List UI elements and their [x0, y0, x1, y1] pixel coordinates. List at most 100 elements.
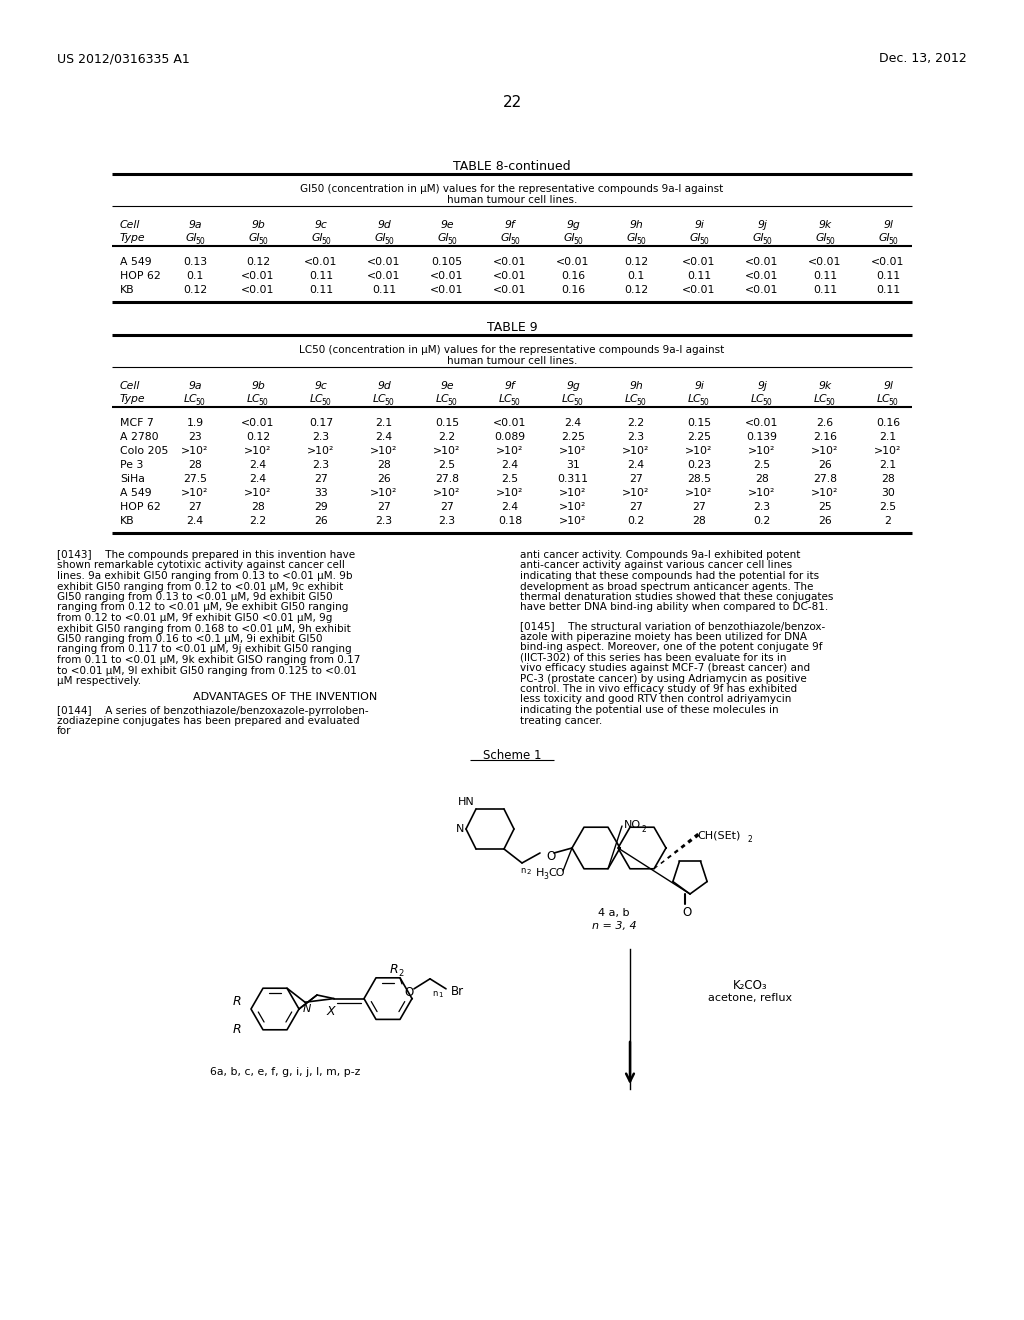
- Text: 9d: 9d: [377, 381, 391, 391]
- Text: 2.5: 2.5: [502, 474, 518, 484]
- Text: <0.01: <0.01: [682, 257, 716, 267]
- Text: 50: 50: [699, 238, 709, 246]
- Text: n: n: [432, 989, 437, 998]
- Text: 50: 50: [447, 399, 457, 407]
- Text: GI: GI: [437, 234, 449, 243]
- Text: [0143]  The compounds prepared in this invention have: [0143] The compounds prepared in this in…: [57, 550, 355, 560]
- Text: 1.9: 1.9: [186, 418, 204, 428]
- Text: <0.01: <0.01: [494, 285, 526, 294]
- Text: 9i: 9i: [694, 220, 703, 230]
- Text: 0.2: 0.2: [754, 516, 771, 525]
- Text: 26: 26: [314, 516, 328, 525]
- Text: indicating the potential use of these molecules in: indicating the potential use of these mo…: [520, 705, 778, 715]
- Text: μM respectively.: μM respectively.: [57, 676, 141, 686]
- Text: human tumour cell lines.: human tumour cell lines.: [446, 195, 578, 205]
- Text: 2.4: 2.4: [250, 459, 266, 470]
- Text: 2.2: 2.2: [250, 516, 266, 525]
- Text: LC: LC: [752, 393, 765, 404]
- Text: 30: 30: [881, 488, 895, 498]
- Text: R: R: [390, 962, 398, 975]
- Text: (IICT-302) of this series has been evaluate for its in: (IICT-302) of this series has been evalu…: [520, 652, 786, 663]
- Text: KB: KB: [120, 516, 134, 525]
- Text: LC: LC: [688, 393, 701, 404]
- Text: 9l: 9l: [883, 381, 893, 391]
- Text: 2.25: 2.25: [687, 432, 711, 442]
- Text: <0.01: <0.01: [682, 285, 716, 294]
- Text: 0.1: 0.1: [186, 271, 204, 281]
- Text: 0.311: 0.311: [557, 474, 589, 484]
- Text: <0.01: <0.01: [745, 285, 778, 294]
- Text: A 549: A 549: [120, 488, 152, 498]
- Text: HOP 62: HOP 62: [120, 271, 161, 281]
- Text: 2.3: 2.3: [312, 432, 330, 442]
- Text: 2.3: 2.3: [754, 502, 771, 512]
- Text: 6a, b, c, e, f, g, i, j, l, m, p-z: 6a, b, c, e, f, g, i, j, l, m, p-z: [210, 1067, 360, 1077]
- Text: 2.3: 2.3: [438, 516, 456, 525]
- Text: 28.5: 28.5: [687, 474, 711, 484]
- Text: 9a: 9a: [188, 381, 202, 391]
- Text: 0.12: 0.12: [183, 285, 207, 294]
- Text: 2.4: 2.4: [502, 459, 518, 470]
- Text: >10²: >10²: [181, 446, 209, 455]
- Text: Cell: Cell: [120, 220, 140, 230]
- Text: 28: 28: [188, 459, 202, 470]
- Text: 9f: 9f: [505, 220, 515, 230]
- Text: N: N: [303, 1005, 311, 1014]
- Text: 50: 50: [196, 238, 205, 246]
- Text: 0.15: 0.15: [687, 418, 711, 428]
- Text: 27: 27: [377, 502, 391, 512]
- Text: 0.11: 0.11: [876, 271, 900, 281]
- Text: 0.16: 0.16: [876, 418, 900, 428]
- Text: 9e: 9e: [440, 381, 454, 391]
- Text: 50: 50: [636, 399, 646, 407]
- Text: 27.5: 27.5: [183, 474, 207, 484]
- Text: H: H: [536, 869, 545, 878]
- Text: HOP 62: HOP 62: [120, 502, 161, 512]
- Text: GI: GI: [627, 234, 638, 243]
- Text: LC: LC: [878, 393, 891, 404]
- Text: GI50 ranging from 0.16 to <0.1 μM, 9i exhibit GI50: GI50 ranging from 0.16 to <0.1 μM, 9i ex…: [57, 634, 323, 644]
- Text: <0.01: <0.01: [368, 257, 400, 267]
- Text: X: X: [327, 1005, 336, 1018]
- Text: 50: 50: [825, 399, 835, 407]
- Text: anti-cancer activity against various cancer cell lines: anti-cancer activity against various can…: [520, 561, 793, 570]
- Text: control. The in vivo efficacy study of 9f has exhibited: control. The in vivo efficacy study of 9…: [520, 684, 797, 694]
- Text: 2.3: 2.3: [376, 516, 392, 525]
- Text: from 0.12 to <0.01 μM, 9f exhibit GI50 <0.01 μM, 9g: from 0.12 to <0.01 μM, 9f exhibit GI50 <…: [57, 612, 333, 623]
- Text: zodiazepine conjugates has been prepared and evaluated: zodiazepine conjugates has been prepared…: [57, 715, 359, 726]
- Text: 50: 50: [762, 238, 772, 246]
- Text: Dec. 13, 2012: Dec. 13, 2012: [880, 51, 967, 65]
- Text: US 2012/0316335 A1: US 2012/0316335 A1: [57, 51, 189, 65]
- Text: LC50 (concentration in μM) values for the representative compounds 9a-l against: LC50 (concentration in μM) values for th…: [299, 345, 725, 355]
- Text: 0.11: 0.11: [813, 271, 837, 281]
- Text: 1: 1: [438, 991, 442, 998]
- Text: KB: KB: [120, 285, 134, 294]
- Text: GI: GI: [374, 234, 386, 243]
- Text: 0.12: 0.12: [624, 285, 648, 294]
- Text: 28: 28: [755, 474, 769, 484]
- Text: LC: LC: [562, 393, 575, 404]
- Text: 0.18: 0.18: [498, 516, 522, 525]
- Text: >10²: >10²: [559, 446, 587, 455]
- Text: >10²: >10²: [371, 446, 397, 455]
- Text: >10²: >10²: [811, 446, 839, 455]
- Text: 2.2: 2.2: [628, 418, 644, 428]
- Text: Type: Type: [120, 234, 145, 243]
- Text: <0.01: <0.01: [745, 257, 778, 267]
- Text: O: O: [682, 906, 691, 919]
- Text: <0.01: <0.01: [242, 271, 274, 281]
- Text: 27: 27: [629, 502, 643, 512]
- Text: 2.4: 2.4: [250, 474, 266, 484]
- Text: 2.5: 2.5: [880, 502, 897, 512]
- Text: 2.5: 2.5: [438, 459, 456, 470]
- Text: O: O: [546, 850, 555, 863]
- Text: LC: LC: [626, 393, 639, 404]
- Text: 28: 28: [692, 516, 706, 525]
- Text: LC: LC: [814, 393, 827, 404]
- Text: <0.01: <0.01: [430, 271, 464, 281]
- Text: Colo 205: Colo 205: [120, 446, 168, 455]
- Text: PC-3 (prostate cancer) by using Adriamycin as positive: PC-3 (prostate cancer) by using Adriamyc…: [520, 673, 807, 684]
- Text: <0.01: <0.01: [556, 257, 590, 267]
- Text: LC: LC: [373, 393, 387, 404]
- Text: 0.2: 0.2: [628, 516, 645, 525]
